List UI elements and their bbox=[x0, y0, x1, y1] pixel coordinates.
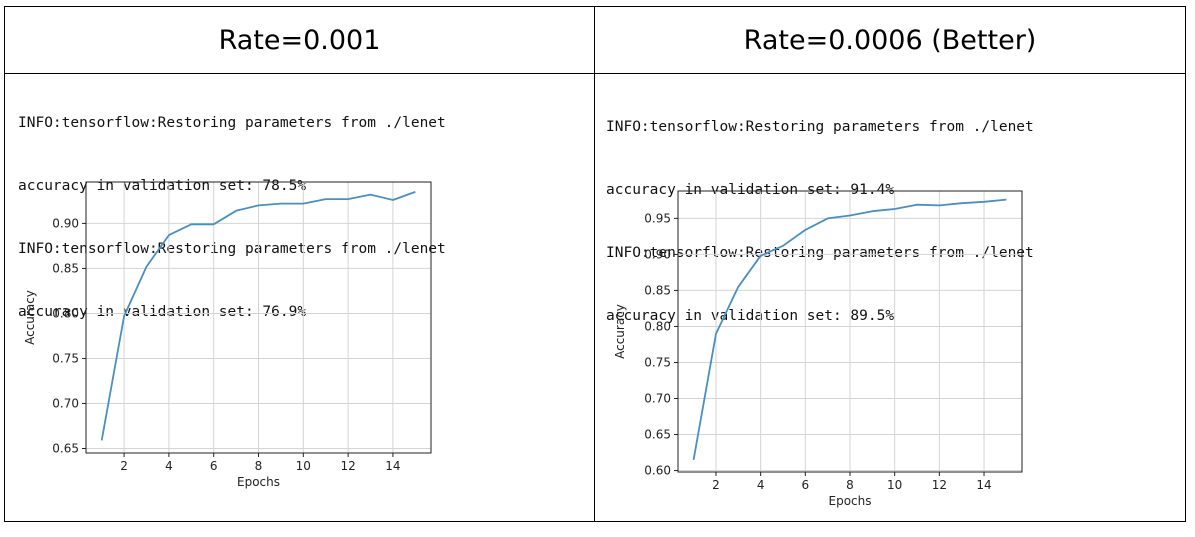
x-tick-label: 2 bbox=[712, 478, 720, 492]
x-tick-label: 10 bbox=[887, 478, 902, 492]
x-tick-label: 12 bbox=[340, 459, 355, 473]
x-tick-label: 14 bbox=[976, 478, 991, 492]
y-tick-label: 0.85 bbox=[644, 283, 671, 297]
x-tick-label: 14 bbox=[385, 459, 400, 473]
accuracy-chart-right: 2 4 6 8 10 12 14 0.60 0.65 0.70 0.75 0.80 0.85 0.90 0.… bbox=[613, 190, 1023, 508]
accuracy-series-line bbox=[100, 191, 416, 441]
x-axis-label: Epochs bbox=[829, 494, 872, 508]
y-tick-label: 0.95 bbox=[644, 211, 671, 225]
y-tick-label: 0.85 bbox=[52, 261, 79, 275]
log-line: accuracy in validation set: 76.9% bbox=[18, 304, 307, 320]
x-tick-label: 8 bbox=[255, 459, 263, 473]
log-output-right: INFO:tensorflow:Restoring parameters fro… bbox=[606, 75, 1034, 348]
y-axis-label: Accuracy bbox=[613, 304, 627, 359]
y-tick-label: 0.60 bbox=[644, 464, 671, 478]
log-line: INFO:tensorflow:Restoring parameters fro… bbox=[606, 245, 1034, 261]
x-axis-label: Epochs bbox=[237, 475, 280, 489]
x-tick-label: 2 bbox=[120, 459, 128, 473]
x-tick-label: 6 bbox=[210, 459, 218, 473]
x-tick-label: 10 bbox=[296, 459, 311, 473]
y-tick-label: 0.80 bbox=[52, 306, 79, 320]
y-tick-label: 0.90 bbox=[644, 247, 671, 261]
x-tick-label: 4 bbox=[165, 459, 173, 473]
y-tick-label: 0.75 bbox=[52, 351, 79, 365]
header-divider bbox=[5, 73, 1185, 74]
x-tick-label: 12 bbox=[932, 478, 947, 492]
y-tick-label: 0.70 bbox=[52, 396, 79, 410]
x-tick-label: 4 bbox=[757, 478, 765, 492]
y-tick-label: 0.70 bbox=[644, 392, 671, 406]
y-tick-label: 0.65 bbox=[644, 428, 671, 442]
accuracy-series-line bbox=[692, 198, 1007, 460]
log-output-left: INFO:tensorflow:Restoring parameters fro… bbox=[18, 71, 446, 344]
y-tick-label: 0.90 bbox=[52, 216, 79, 230]
header-rate-00006: Rate=0.0006 (Better) bbox=[743, 24, 1037, 56]
y-tick-label: 0.75 bbox=[644, 355, 671, 369]
log-line: accuracy in validation set: 91.4% bbox=[606, 182, 895, 198]
accuracy-chart-left: 2 4 6 8 10 12 14 0.65 0.70 0.75 0.80 0.85 0.90 Epochs… bbox=[23, 181, 432, 489]
header-rate-0001: Rate=0.001 bbox=[218, 24, 381, 56]
x-tick-label: 8 bbox=[846, 478, 854, 492]
log-line: INFO:tensorflow:Restoring parameters fro… bbox=[18, 115, 446, 131]
x-tick-label: 6 bbox=[802, 478, 810, 492]
y-axis-label: Accuracy bbox=[23, 290, 37, 345]
log-line: INFO:tensorflow:Restoring parameters fro… bbox=[606, 119, 1034, 135]
log-line: INFO:tensorflow:Restoring parameters fro… bbox=[18, 241, 446, 257]
log-line: accuracy in validation set: 89.5% bbox=[606, 308, 895, 324]
y-tick-label: 0.80 bbox=[644, 319, 671, 333]
column-divider bbox=[594, 7, 595, 521]
comparison-table: Rate=0.001 Rate=0.0006 (Better) bbox=[4, 6, 1186, 522]
y-tick-label: 0.65 bbox=[52, 441, 79, 455]
